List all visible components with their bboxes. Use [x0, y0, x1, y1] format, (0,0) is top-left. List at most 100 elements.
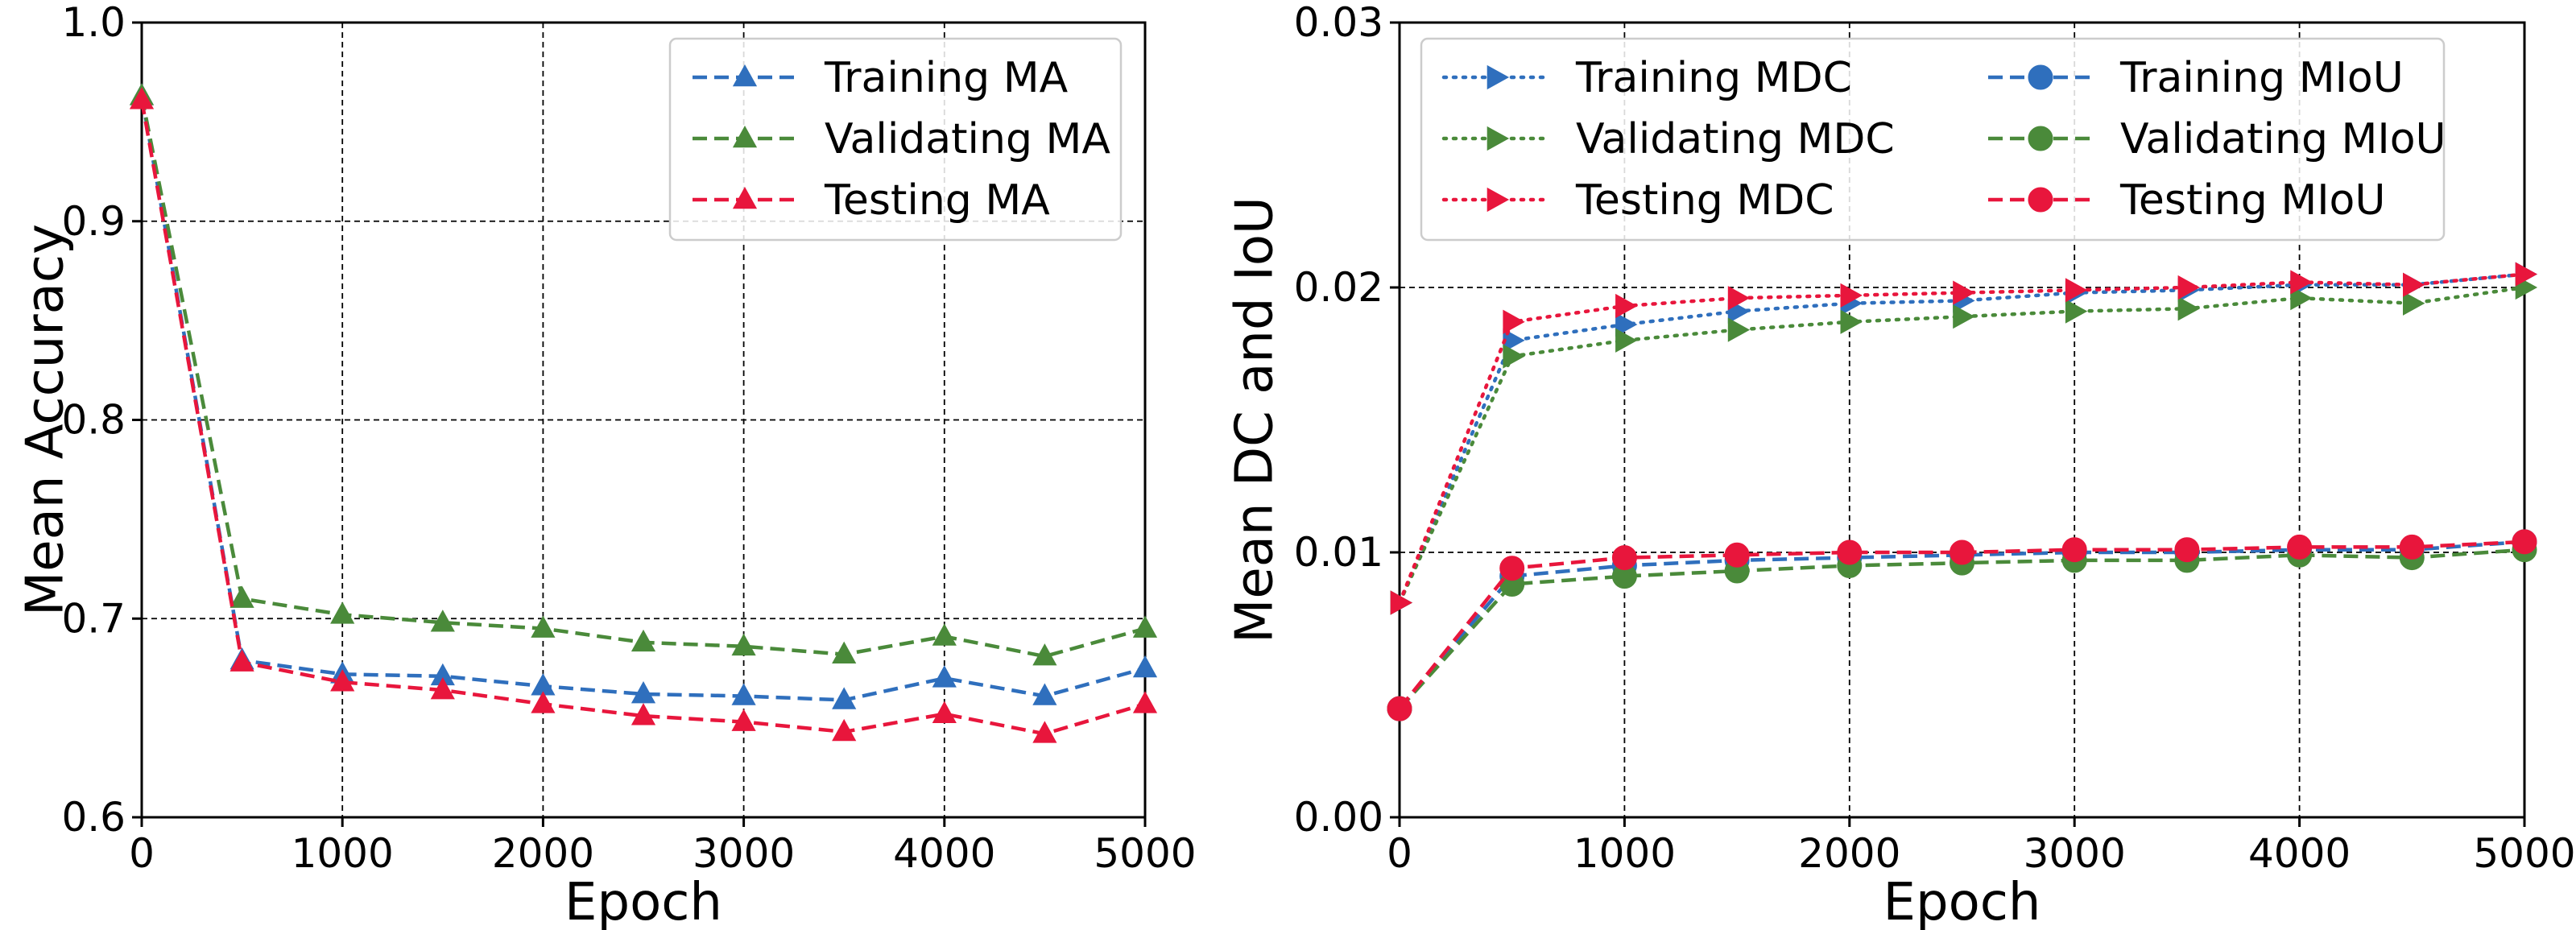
legend-marker	[732, 125, 758, 148]
series-line	[139, 95, 1146, 702]
data-point	[2061, 537, 2087, 563]
data-point	[229, 649, 254, 672]
data-point	[932, 623, 957, 646]
data-point	[2403, 272, 2425, 297]
legend-dc: Training MDC Validating MDC Testing MDC Tra…	[1420, 37, 2446, 242]
y-tick-label: 0.03	[1294, 0, 1383, 46]
data-point	[1615, 293, 1638, 319]
data-point	[731, 683, 756, 705]
plot-frame-dc	[1398, 21, 2526, 819]
data-point	[2403, 291, 2425, 316]
series-line	[1397, 285, 2527, 605]
data-point	[631, 703, 656, 725]
series-line	[1398, 539, 2525, 710]
data-point	[832, 687, 857, 709]
data-point	[430, 610, 455, 632]
data-point	[1615, 328, 1638, 353]
data-point	[1837, 539, 1863, 565]
data-point	[2515, 262, 2538, 287]
legend-label: Testing MA	[824, 176, 1050, 225]
data-point	[1727, 286, 1751, 311]
legend-marker	[1486, 64, 1510, 90]
y-tick-label: 0.7	[61, 595, 126, 642]
legend-box	[668, 37, 1123, 242]
legend-entry: Validating MIoU	[1988, 115, 2446, 163]
data-point	[2177, 275, 2200, 300]
data-point	[631, 629, 656, 652]
series-validating-mdc	[1390, 275, 2538, 615]
data-point	[531, 691, 556, 713]
data-point	[330, 669, 355, 692]
legend-label: Validating MIoU	[2120, 115, 2446, 163]
series-testing-miou	[1387, 529, 2537, 721]
legend-entry: Testing MA	[693, 176, 1050, 225]
x-tick-label: 2000	[492, 830, 594, 877]
legend-label: Validating MDC	[1576, 115, 1895, 163]
legend-entry: Testing MIoU	[1988, 176, 2385, 225]
data-point	[2399, 534, 2425, 560]
data-point	[2177, 296, 2200, 321]
data-point	[1387, 696, 1412, 721]
y-tick-label: 0.01	[1294, 529, 1383, 576]
data-point	[1953, 304, 1975, 329]
x-tick-label: 0	[1387, 830, 1412, 877]
data-point	[1503, 309, 1525, 334]
data-point	[932, 701, 957, 723]
data-point	[1615, 312, 1638, 337]
legend-entry: Training MIoU	[1988, 54, 2404, 102]
legend-label: Training MIoU	[2119, 54, 2404, 102]
data-point	[1132, 655, 1158, 678]
x-axis-label: Epoch	[1883, 873, 2041, 930]
data-point	[932, 665, 957, 688]
data-point	[2174, 537, 2200, 563]
data-point	[832, 641, 857, 663]
legend-entry: Validating MDC	[1441, 115, 1895, 163]
data-point	[1840, 309, 1863, 334]
legend-label: Training MDC	[1575, 54, 1852, 102]
series-line	[139, 99, 1146, 736]
data-point	[1503, 344, 1525, 369]
data-point	[1724, 542, 1750, 568]
data-point	[2287, 534, 2313, 560]
chart-ma: 0 1000 2000 3000 4000 5000 0.6 0.7 0.8 0.9 1.0 Epoc…	[15, 0, 1196, 930]
data-point	[430, 677, 455, 700]
legend-marker	[1486, 126, 1510, 151]
data-point	[229, 585, 254, 608]
x-tick-label: 0	[129, 830, 155, 877]
data-point	[2512, 529, 2537, 555]
data-point	[731, 709, 756, 731]
chart-dc: 0 1000 2000 3000 4000 5000 0.00 0.01 0.02 0.03 Epo…	[1225, 0, 2575, 930]
legend-marker	[732, 186, 758, 209]
x-tick-label: 3000	[693, 830, 795, 877]
data-point	[1499, 556, 1525, 581]
series-testing-mdc	[1390, 262, 2538, 615]
legend-label: Testing MIoU	[2119, 176, 2385, 225]
legend-entry: Training MA	[693, 54, 1069, 102]
x-tick-label: 5000	[1094, 830, 1196, 877]
y-tick-label: 1.0	[61, 0, 126, 46]
y-tick-label: 0.02	[1294, 264, 1383, 311]
data-point	[731, 633, 756, 656]
y-tick-label: 0.9	[61, 198, 126, 245]
x-tick-label: 4000	[893, 830, 995, 877]
legend-marker	[2028, 64, 2053, 90]
legend-entry: Validating MA	[693, 115, 1110, 163]
data-point	[2065, 299, 2088, 324]
y-axis-label: Mean Accuracy	[15, 224, 75, 616]
legend-marker	[2028, 126, 2053, 151]
legend-box	[1420, 37, 2446, 242]
x-tick-label: 5000	[2473, 830, 2575, 877]
data-point	[1727, 317, 1751, 342]
series-testing-ma	[129, 87, 1158, 743]
legend-entry: Testing MDC	[1441, 176, 1834, 225]
legend-entry: Training MDC	[1441, 54, 1852, 102]
y-tick-label: 0.6	[61, 794, 126, 841]
data-point	[2290, 270, 2313, 295]
legend-marker	[732, 64, 758, 87]
y-tick-label: 0.8	[61, 397, 126, 444]
data-point	[1840, 283, 1863, 308]
data-point	[1950, 539, 1974, 565]
x-tick-label: 2000	[1798, 830, 1900, 877]
data-point	[1032, 683, 1057, 705]
